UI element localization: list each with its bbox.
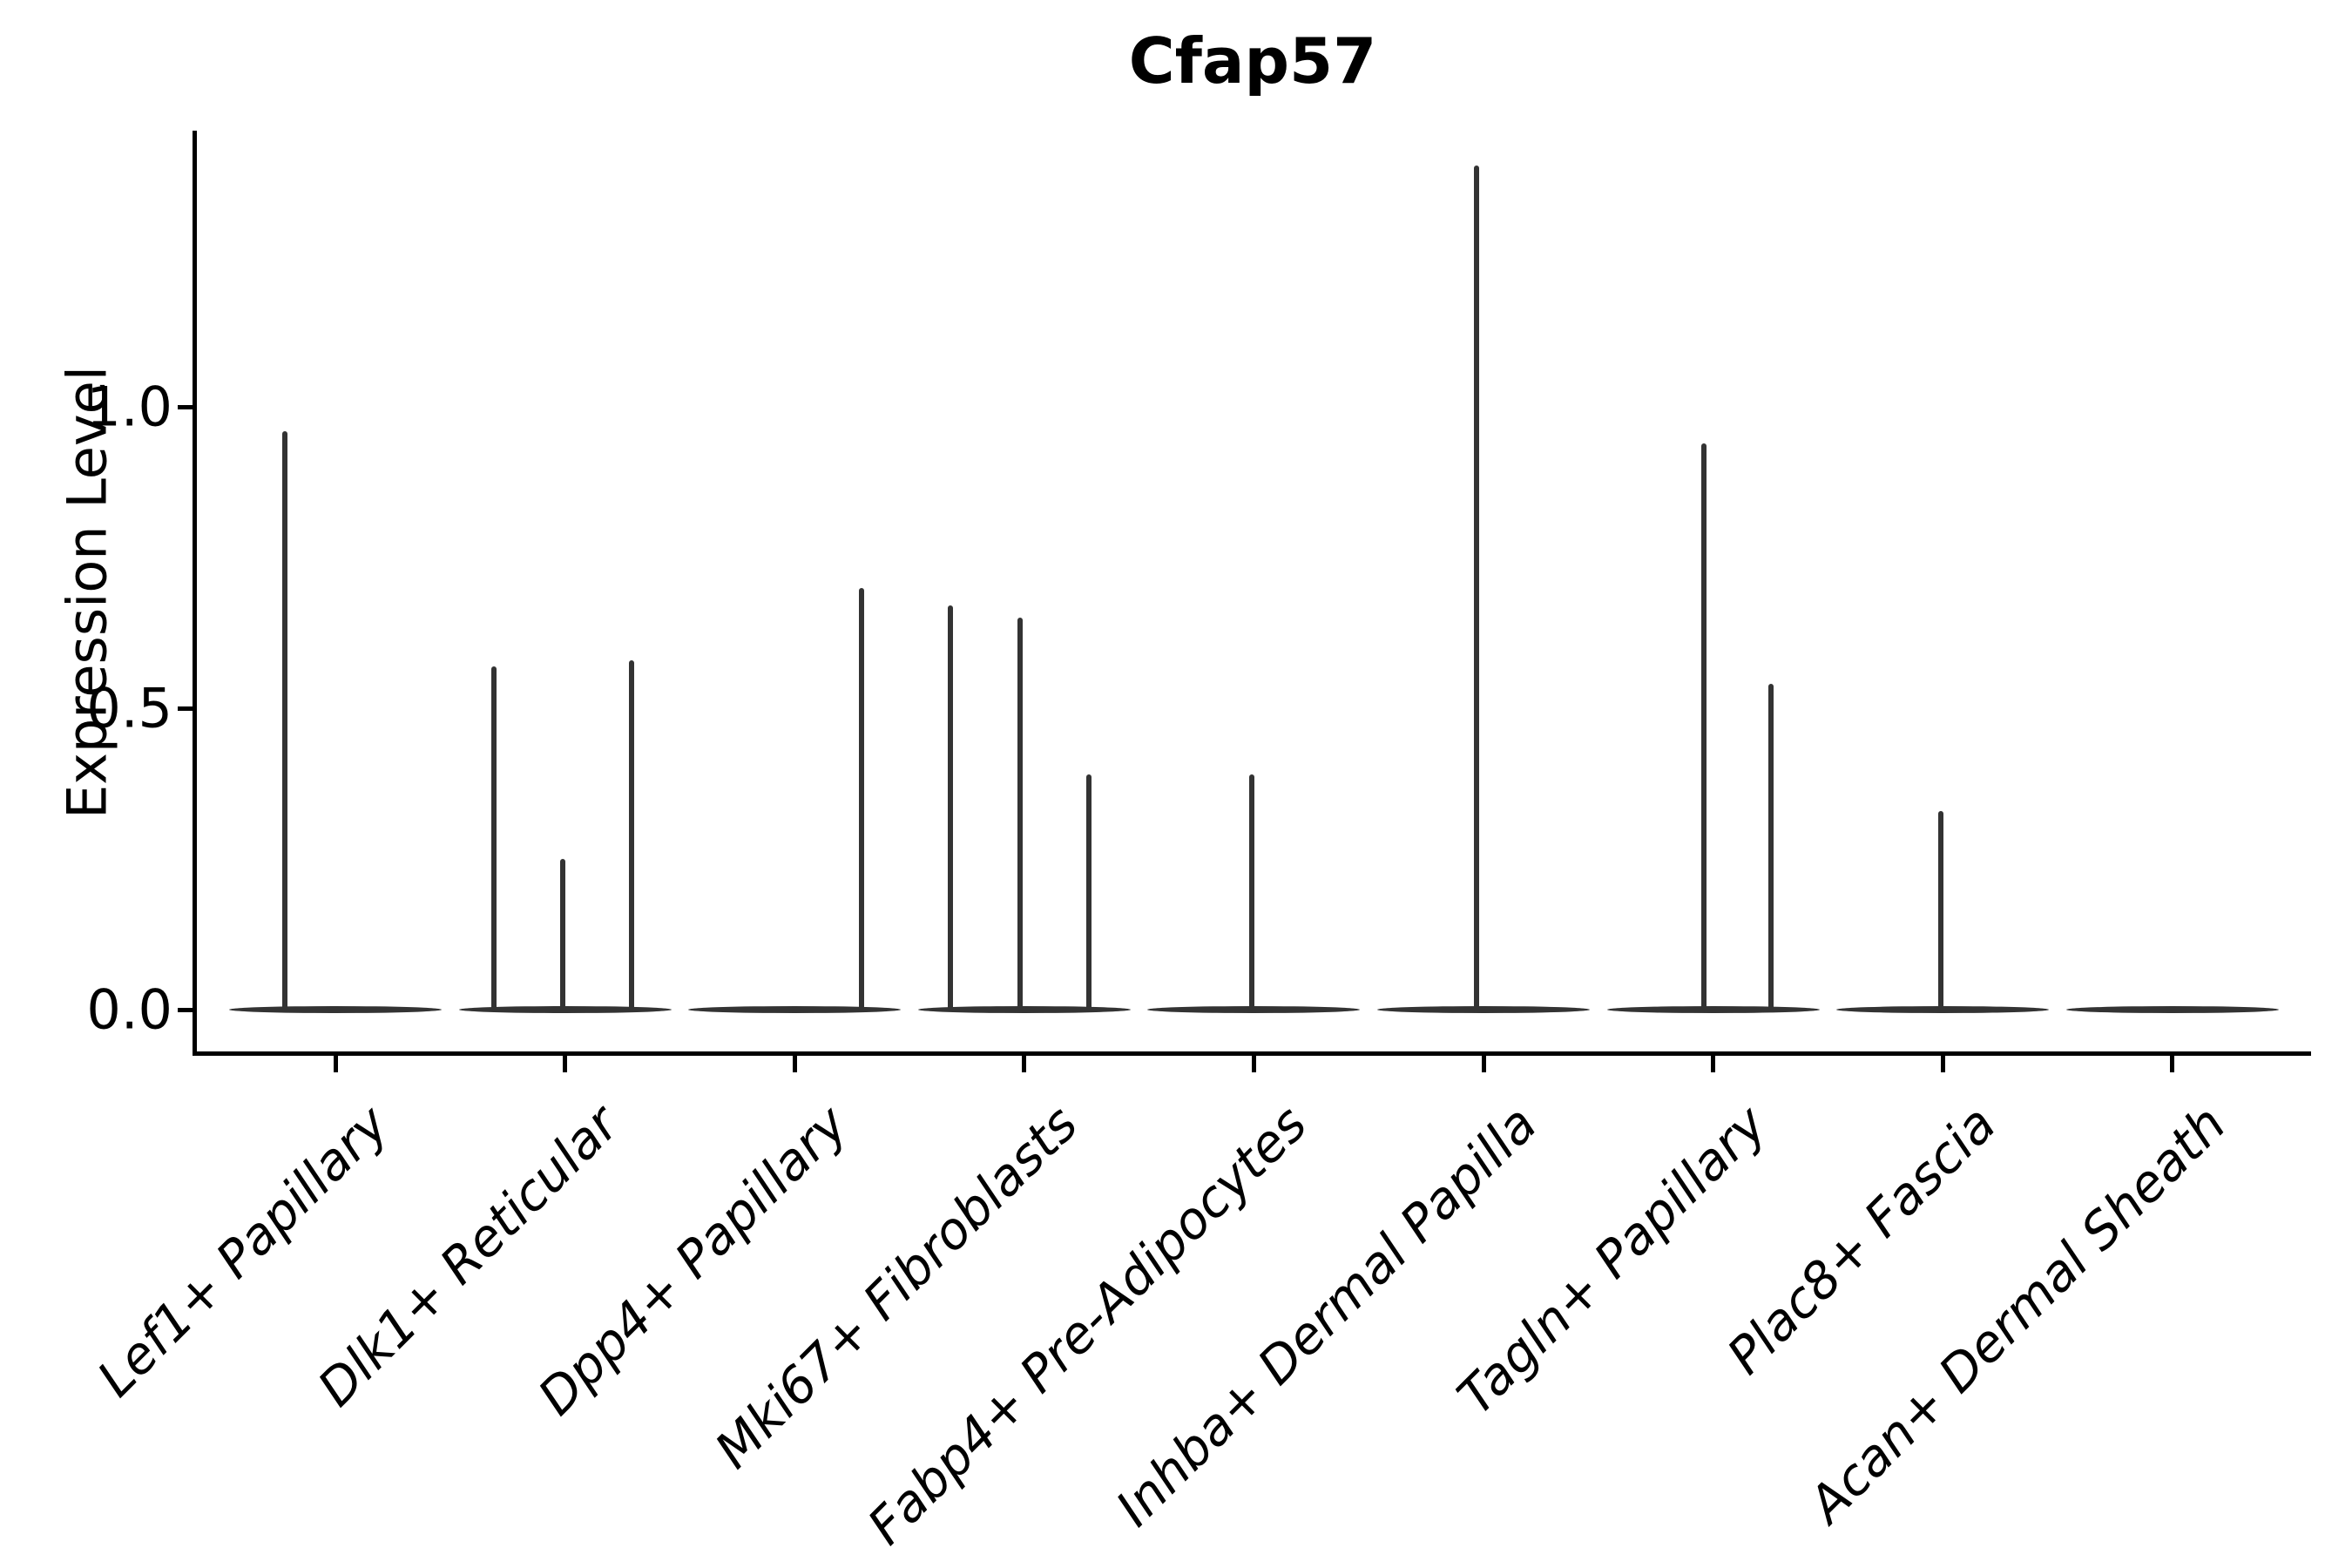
violin-body (229, 1006, 442, 1013)
violin-body (917, 1006, 1131, 1013)
violin-body (2065, 1006, 2279, 1013)
y-tick (178, 1007, 193, 1012)
violin-spike (1085, 774, 1092, 1010)
y-tick (178, 404, 193, 409)
x-tick (1481, 1056, 1486, 1072)
x-tick (1251, 1056, 1256, 1072)
violin-body (1377, 1006, 1590, 1013)
chart-title: Cfap57 (1128, 24, 1377, 98)
y-tick-label: 0.0 (86, 977, 172, 1042)
x-tick (1022, 1056, 1027, 1072)
violin-spike (629, 659, 635, 1010)
x-tick (792, 1056, 797, 1072)
x-tick (1711, 1056, 1716, 1072)
violin-spike (1474, 166, 1480, 1010)
x-tick (2170, 1056, 2175, 1072)
violin-spike (1701, 443, 1707, 1010)
y-tick (178, 706, 193, 711)
violin-spike (1248, 774, 1254, 1010)
y-tick-label: 1.0 (86, 375, 172, 439)
violin-body (1147, 1006, 1361, 1013)
violin-spike (282, 430, 287, 1010)
violin-body (1836, 1006, 2050, 1013)
y-axis-spine (193, 131, 197, 1056)
violin-body (1606, 1006, 1820, 1013)
violin-spike (490, 666, 497, 1010)
violin-spike (1017, 618, 1023, 1010)
violin-spike (1767, 684, 1774, 1010)
violin-spike (858, 587, 864, 1010)
violin-spike (948, 605, 954, 1010)
violin-body (458, 1006, 672, 1013)
violin-spike (559, 859, 565, 1010)
y-tick-label: 0.5 (86, 676, 172, 740)
x-tick (333, 1056, 338, 1072)
x-axis-spine (193, 1051, 2311, 1056)
violin-body (688, 1006, 902, 1013)
violin-spike (1937, 810, 1943, 1010)
x-tick (1940, 1056, 1945, 1072)
x-tick (563, 1056, 568, 1072)
